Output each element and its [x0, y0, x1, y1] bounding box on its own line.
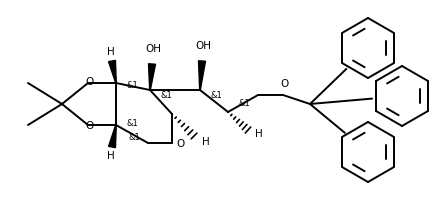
Text: O: O	[85, 77, 93, 87]
Text: &1: &1	[238, 99, 250, 109]
Text: &1: &1	[160, 92, 172, 100]
Text: O: O	[176, 139, 184, 149]
Text: &1: &1	[128, 132, 140, 141]
Polygon shape	[198, 61, 206, 90]
Polygon shape	[108, 60, 116, 83]
Text: H: H	[202, 137, 210, 147]
Polygon shape	[108, 125, 116, 148]
Text: OH: OH	[145, 44, 161, 54]
Text: &1: &1	[126, 119, 138, 128]
Text: &1: &1	[126, 80, 138, 89]
Text: H: H	[107, 151, 115, 161]
Text: H: H	[107, 47, 115, 57]
Text: O: O	[280, 79, 288, 89]
Text: OH: OH	[195, 41, 211, 51]
Polygon shape	[148, 64, 155, 90]
Text: O: O	[85, 121, 93, 131]
Text: &1: &1	[210, 92, 222, 100]
Text: H: H	[255, 129, 263, 139]
